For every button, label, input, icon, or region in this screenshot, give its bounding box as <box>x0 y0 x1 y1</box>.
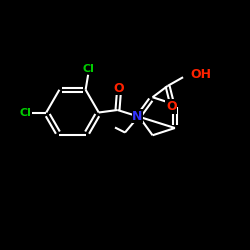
Text: Cl: Cl <box>82 64 94 74</box>
Text: Cl: Cl <box>20 108 32 118</box>
Text: N: N <box>132 110 143 123</box>
Text: OH: OH <box>190 68 212 81</box>
Text: O: O <box>114 82 124 95</box>
Text: O: O <box>166 100 177 113</box>
